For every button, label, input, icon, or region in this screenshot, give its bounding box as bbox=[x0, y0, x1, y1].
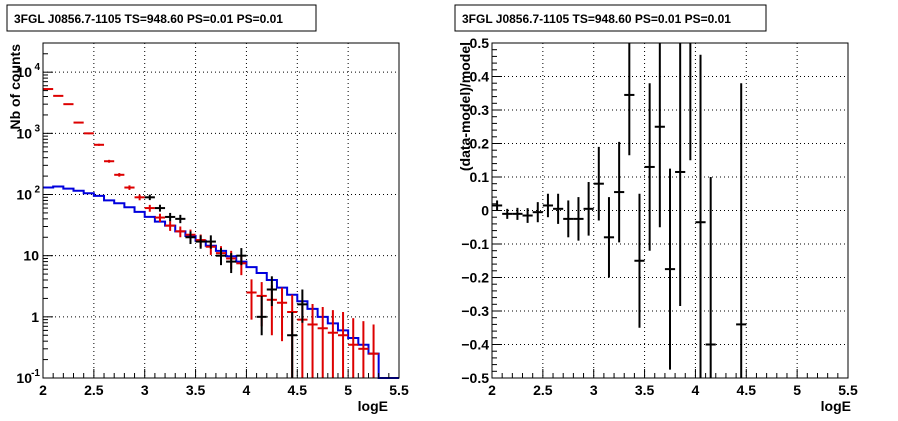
left-x-tick-label: 5.5 bbox=[389, 382, 409, 398]
right-y-tick-label: −0.5 bbox=[461, 370, 489, 386]
left-x-tick-label: 4 bbox=[243, 382, 251, 398]
right-panel: 3FGL J0856.7-1105 TS=948.60 PS=0.01 PS=0… bbox=[454, 4, 858, 414]
left-y-tick-exponent: -1 bbox=[31, 368, 40, 379]
left-panel: 3FGL J0856.7-1105 TS=948.60 PS=0.01 PS=0… bbox=[6, 4, 409, 414]
right-y-tick-label: −0.4 bbox=[461, 337, 489, 353]
right-y-tick-label: 0.4 bbox=[470, 69, 490, 85]
right-gridlines bbox=[492, 43, 848, 378]
right-title-box bbox=[454, 4, 767, 32]
left-x-tick-label: 5 bbox=[344, 382, 352, 398]
right-x-tick-label: 2.5 bbox=[533, 382, 553, 398]
left-y-tick-exponent: 3 bbox=[34, 123, 40, 134]
left-plot-frame bbox=[42, 42, 400, 379]
left-marks bbox=[43, 88, 399, 379]
left-y-tick-label: 10 bbox=[16, 64, 32, 80]
right-y-tick-label: 0 bbox=[481, 203, 489, 219]
right-chart-title: 3FGL J0856.7-1105 TS=948.60 PS=0.01 PS=0… bbox=[462, 12, 731, 26]
left-y-tick-label: 10 bbox=[23, 248, 39, 264]
right-x-tick-label: 3 bbox=[590, 382, 598, 398]
left-x-tick-label: 2.5 bbox=[84, 382, 104, 398]
right-y-tick-label: 0.3 bbox=[470, 102, 490, 118]
right-y-tick-label: 0.2 bbox=[470, 136, 490, 152]
left-x-tick-label: 4.5 bbox=[288, 382, 308, 398]
right-y-tick-label: 0.1 bbox=[470, 169, 490, 185]
right-x-tick-label: 5 bbox=[793, 382, 801, 398]
left-title-box bbox=[6, 4, 317, 32]
left-chart-title: 3FGL J0856.7-1105 TS=948.60 PS=0.01 PS=0… bbox=[14, 12, 283, 26]
left-x-tick-label: 2 bbox=[39, 382, 47, 398]
left-y-axis-label: Nb of counts bbox=[7, 44, 23, 130]
right-y-axis-label: (data-model)/model bbox=[457, 42, 473, 171]
right-y-tick-label: −0.1 bbox=[461, 236, 489, 252]
right-x-tick-label: 2 bbox=[488, 382, 496, 398]
right-x-tick-label: 3.5 bbox=[635, 382, 655, 398]
left-y-tick-label: 10 bbox=[16, 370, 32, 386]
right-x-tick-label: 4.5 bbox=[737, 382, 757, 398]
right-y-tick-label: −0.3 bbox=[461, 303, 489, 319]
left-y-tick-exponent: 4 bbox=[34, 62, 40, 73]
right-y-tick-label: −0.2 bbox=[461, 270, 489, 286]
right-axis-ticks: 2 2.5 3 3.5 4 4.5 5 5.5 −0.5 −0.4 −0.3 −0.2 −0.1 0 0.1… bbox=[461, 35, 858, 398]
right-x-axis-label: logE bbox=[821, 398, 851, 414]
right-x-tick-label: 5.5 bbox=[838, 382, 858, 398]
left-x-tick-label: 3.5 bbox=[186, 382, 206, 398]
left-y-tick-label: 1 bbox=[31, 309, 39, 325]
right-y-tick-label: 0.5 bbox=[470, 35, 490, 51]
left-y-tick-label: 10 bbox=[16, 125, 32, 141]
right-x-tick-label: 4 bbox=[692, 382, 700, 398]
left-x-axis-label: logE bbox=[358, 398, 388, 414]
left-component-step-line bbox=[43, 185, 399, 379]
left-y-tick-exponent: 2 bbox=[34, 185, 40, 196]
right-marks bbox=[492, 43, 747, 378]
left-x-tick-label: 3 bbox=[141, 382, 149, 398]
left-y-tick-label: 10 bbox=[16, 187, 32, 203]
left-gridlines bbox=[43, 43, 399, 378]
